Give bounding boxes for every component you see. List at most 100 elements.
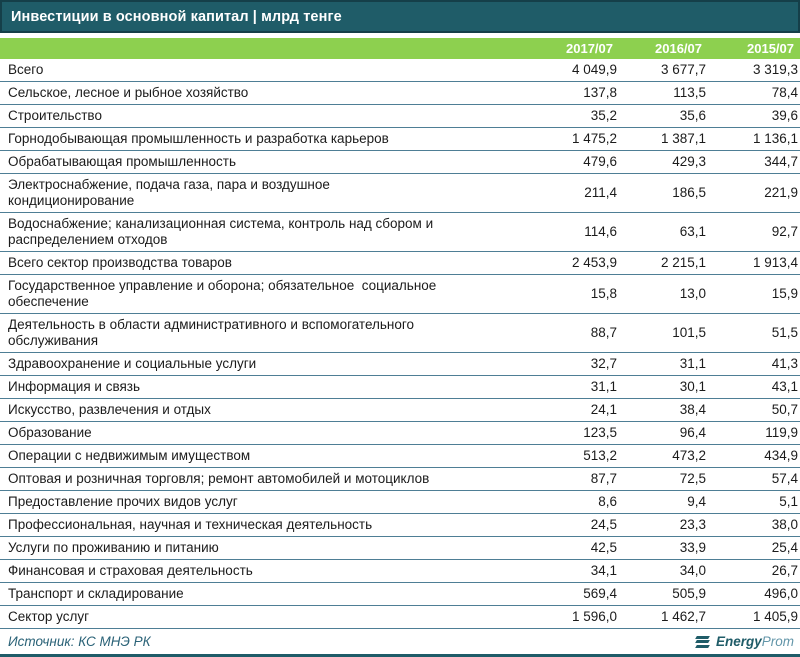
table-body: Всего 4 049,9 3 677,7 3 319,3 Сельское, лесн… — [0, 59, 800, 629]
row-value: 211,4 — [530, 173, 619, 213]
row-value: 473,2 — [619, 444, 708, 468]
row-label: Предоставление прочих видов услуг — [0, 490, 530, 514]
table-row: Государственное управление и оборона; об… — [0, 274, 800, 314]
row-value: 1 596,0 — [530, 605, 619, 629]
energyprom-logo: EnergyProm — [693, 633, 794, 651]
row-value: 4 049,9 — [530, 59, 619, 82]
row-value: 24,5 — [530, 513, 619, 537]
row-value: 496,0 — [708, 582, 800, 606]
row-value: 3 677,7 — [619, 59, 708, 82]
investments-table: 2017/07 2016/07 2015/07 Всего 4 049,9 3 67… — [0, 38, 800, 629]
table-row: Операции с недвижимым имуществом 513,2 473… — [0, 444, 800, 468]
row-label: Профессиональная, научная и техническая … — [0, 513, 530, 537]
table-row: Профессиональная, научная и техническая … — [0, 513, 800, 537]
table-row: Предоставление прочих видов услуг 8,6 9,4 5… — [0, 490, 800, 514]
table-row: Транспорт и складирование 569,4 505,9 496,0 — [0, 582, 800, 606]
table-row: Всего сектор производства товаров 2 453,9… — [0, 251, 800, 275]
table-row: Электроснабжение, подача газа, пара и во… — [0, 173, 800, 213]
row-value: 3 319,3 — [708, 59, 800, 82]
row-value: 38,4 — [619, 398, 708, 422]
row-label: Операции с недвижимым имуществом — [0, 444, 530, 468]
row-label: Информация и связь — [0, 375, 530, 399]
row-label: Оптовая и розничная торговля; ремонт авт… — [0, 467, 530, 491]
row-value: 1 136,1 — [708, 127, 800, 151]
table-row: Искусство, развлечения и отдых 24,1 38,4 50… — [0, 398, 800, 422]
row-label: Строительство — [0, 104, 530, 128]
row-value: 39,6 — [708, 104, 800, 128]
row-value: 137,8 — [530, 81, 619, 105]
table-row: Образование 123,5 96,4 119,9 — [0, 421, 800, 445]
table-row: Оптовая и розничная торговля; ремонт авт… — [0, 467, 800, 491]
row-value: 113,5 — [619, 81, 708, 105]
row-value: 1 913,4 — [708, 251, 800, 275]
row-value: 63,1 — [619, 212, 708, 252]
row-value: 221,9 — [708, 173, 800, 213]
row-value: 96,4 — [619, 421, 708, 445]
row-value: 88,7 — [530, 313, 619, 353]
row-value: 87,7 — [530, 467, 619, 491]
row-value: 25,4 — [708, 536, 800, 560]
row-value: 5,1 — [708, 490, 800, 514]
row-value: 38,0 — [708, 513, 800, 537]
row-value: 9,4 — [619, 490, 708, 514]
row-value: 186,5 — [619, 173, 708, 213]
row-value: 57,4 — [708, 467, 800, 491]
table-header-row: 2017/07 2016/07 2015/07 — [0, 38, 800, 59]
row-value: 1 405,9 — [708, 605, 800, 629]
row-value: 569,4 — [530, 582, 619, 606]
column-header-2016-07: 2016/07 — [655, 41, 702, 56]
row-value: 344,7 — [708, 150, 800, 174]
row-value: 51,5 — [708, 313, 800, 353]
logo-text: EnergyProm — [716, 633, 794, 651]
row-value: 2 453,9 — [530, 251, 619, 275]
footer: Источник: КС МНЭ РК EnergyProm — [0, 631, 800, 652]
row-label: Государственное управление и оборона; об… — [0, 274, 530, 314]
row-label: Искусство, развлечения и отдых — [0, 398, 530, 422]
table-row: Обрабатывающая промышленность 479,6 429,3 3… — [0, 150, 800, 174]
table-row: Строительство 35,2 35,6 39,6 — [0, 104, 800, 128]
row-value: 15,9 — [708, 274, 800, 314]
row-value: 479,6 — [530, 150, 619, 174]
row-value: 34,0 — [619, 559, 708, 583]
table-row: Сельское, лесное и рыбное хозяйство 137,8… — [0, 81, 800, 105]
row-label: Всего сектор производства товаров — [0, 251, 530, 275]
row-value: 42,5 — [530, 536, 619, 560]
row-value: 92,7 — [708, 212, 800, 252]
table-row: Всего 4 049,9 3 677,7 3 319,3 — [0, 59, 800, 82]
row-label: Электроснабжение, подача газа, пара и во… — [0, 173, 530, 213]
row-label: Финансовая и страховая деятельность — [0, 559, 530, 583]
table-row: Информация и связь 31,1 30,1 43,1 — [0, 375, 800, 399]
row-label: Горнодобывающая промышленность и разрабо… — [0, 127, 530, 151]
row-value: 72,5 — [619, 467, 708, 491]
row-value: 13,0 — [619, 274, 708, 314]
row-value: 35,2 — [530, 104, 619, 128]
row-label: Сельское, лесное и рыбное хозяйство — [0, 81, 530, 105]
bottom-bar — [0, 654, 800, 657]
table-header: 2017/07 2016/07 2015/07 — [0, 38, 800, 59]
row-value: 434,9 — [708, 444, 800, 468]
row-value: 35,6 — [619, 104, 708, 128]
row-label: Транспорт и складирование — [0, 582, 530, 606]
row-value: 114,6 — [530, 212, 619, 252]
row-value: 30,1 — [619, 375, 708, 399]
row-value: 33,9 — [619, 536, 708, 560]
column-header-empty — [0, 38, 530, 59]
row-value: 2 215,1 — [619, 251, 708, 275]
row-label: Водоснабжение; канализационная система, … — [0, 212, 530, 252]
row-value: 429,3 — [619, 150, 708, 174]
row-value: 78,4 — [708, 81, 800, 105]
row-value: 505,9 — [619, 582, 708, 606]
table-row: Услуги по проживанию и питанию 42,5 33,9 25… — [0, 536, 800, 560]
source-note: Источник: КС МНЭ РК — [8, 634, 151, 649]
row-value: 119,9 — [708, 421, 800, 445]
table-row: Горнодобывающая промышленность и разрабо… — [0, 127, 800, 151]
table-row: Здравоохранение и социальные услуги 32,7 3… — [0, 352, 800, 376]
row-value: 31,1 — [619, 352, 708, 376]
row-value: 1 462,7 — [619, 605, 708, 629]
row-label: Образование — [0, 421, 530, 445]
column-header-2017-07: 2017/07 — [566, 41, 613, 56]
row-label: Сектор услуг — [0, 605, 530, 629]
row-value: 26,7 — [708, 559, 800, 583]
row-value: 41,3 — [708, 352, 800, 376]
